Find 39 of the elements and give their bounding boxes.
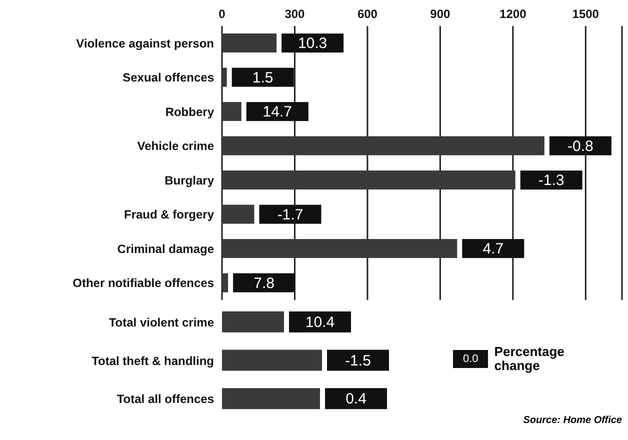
- text: -1.5: [345, 352, 371, 370]
- y-tick-label: Other notifiable offences: [72, 276, 214, 290]
- annotation: 14.7: [262, 104, 292, 121]
- y-tick-label: Fraud & forgery: [124, 208, 214, 222]
- y-tick-label: Total theft & handling: [92, 354, 214, 368]
- bar: [222, 273, 228, 292]
- annotation: 10.4: [305, 314, 335, 331]
- bar: [222, 239, 458, 258]
- y-tick-label: Burglary: [164, 173, 214, 188]
- annotation: -1.7: [277, 206, 304, 224]
- y-tick-label: Criminal damage: [117, 242, 214, 256]
- y-tick-label: Sexual offences: [122, 70, 214, 85]
- annotation: 4.7: [482, 240, 504, 258]
- y-tick-label: Vehicle crime: [137, 139, 214, 154]
- annotation: -1.3: [538, 172, 564, 190]
- y-tick-label: Violence against person: [76, 36, 214, 50]
- x-tick-label: 600: [357, 7, 378, 21]
- text: 0.0: [453, 350, 488, 368]
- annotation: 10.3: [298, 35, 328, 52]
- bar: [222, 136, 544, 156]
- bar: [222, 170, 516, 190]
- x-tick-label: 900: [430, 7, 451, 21]
- y-tick-label: Total all offences: [116, 392, 214, 406]
- y-tick-label: Robbery: [165, 104, 214, 119]
- text: 0.4: [346, 390, 366, 408]
- annotation: 7.8: [254, 274, 274, 292]
- x-tick-label: 300: [284, 7, 306, 21]
- annotation: 1.5: [252, 69, 274, 86]
- source-note: Source: Home Office: [523, 415, 622, 426]
- annotation: -0.8: [567, 138, 594, 155]
- x-tick-label: 1500: [572, 7, 600, 21]
- bar: [222, 102, 242, 122]
- text: Percentage change: [494, 344, 566, 373]
- x-tick-label: 0: [218, 7, 226, 21]
- bar: [222, 68, 227, 87]
- bar: [222, 204, 254, 224]
- x-tick-label: 1200: [500, 7, 527, 21]
- bar: [222, 34, 277, 53]
- y-tick-label: Total violent crime: [108, 315, 214, 330]
